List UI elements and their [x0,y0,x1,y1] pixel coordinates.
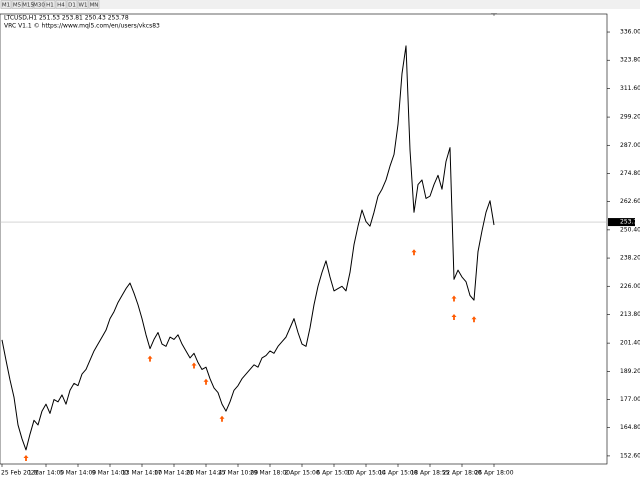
y-tick-label: 274.80 [620,170,640,177]
x-tick-label: 2 Apr 15:00 [284,470,319,477]
timeframe-button[interactable] [88,0,100,9]
toolbar [0,0,640,9]
plot-frame [0,13,608,465]
indicator-label: VRC V1.1 © https://www.mql5.com/en/users… [4,23,160,30]
timeframe-label[interactable]: M5 [13,2,22,8]
y-tick-label: 262.60 [620,198,640,205]
chart-header: LTCUSD,H1 251.53 253.81 250.43 253.78 [4,15,129,22]
signal-arrow [471,316,477,323]
x-tick-label: 6 Apr 15:00 [316,470,351,477]
timeframe-button[interactable] [77,0,89,9]
x-tick-label: 9 Mar 14:00 [92,470,128,477]
y-tick-label: 177.00 [620,396,640,403]
timeframe-label[interactable]: W1 [79,2,88,8]
y-tick-label: 152.60 [620,452,640,459]
x-tick-label: 5 Mar 14:00 [60,470,96,477]
timeframe-button[interactable] [55,0,67,9]
timeframe-button[interactable] [11,0,23,9]
x-tick-label: 13 Mar 14:00 [122,470,162,477]
y-tick-label: 213.80 [620,311,640,318]
x-tick-label: 29 Mar 18:00 [250,470,290,477]
signal-arrow [191,362,197,369]
y-tick-label: 311.60 [620,85,640,92]
x-tick-label: 25 Feb 2021 [1,470,39,477]
x-tick-label: 17 Mar 14:00 [154,470,194,477]
y-tick-label: 250.40 [620,226,640,233]
timeframe-button[interactable] [22,0,34,9]
shift-marker [491,13,497,16]
x-tick-label: 10 Apr 15:00 [346,470,385,477]
x-tick-label: 26 Apr 18:00 [474,470,513,477]
y-tick-label: 299.20 [620,114,640,121]
signal-arrow [203,378,209,385]
signal-arrow [451,314,457,320]
timeframe-button[interactable] [33,0,45,9]
x-tick-label: 18 Apr 18:55 [410,470,449,477]
timeframe-label[interactable]: M1 [2,2,10,8]
signal-arrow [451,295,457,302]
x-tick-label: 1 Mar 14:00 [28,470,64,477]
timeframe-label[interactable]: D1 [68,2,76,8]
signal-arrow [147,355,153,362]
y-tick-label: 189.20 [620,368,640,375]
y-tick-label: 201.40 [620,340,640,347]
timeframe-label[interactable]: H4 [57,2,65,8]
y-tick-label: 226.00 [620,283,640,290]
timeframe-button[interactable] [0,0,12,9]
signal-arrow [411,249,417,256]
x-tick-label: 21 Mar 14:47 [186,470,226,477]
signal-arrow [23,454,29,461]
timeframe-label[interactable]: MN [90,2,99,8]
price-line [1,45,495,451]
x-tick-label: 25 Mar 10:00 [218,470,258,477]
timeframe-label[interactable]: H1 [46,2,54,8]
x-tick-label: 22 Apr 18:00 [442,470,481,477]
y-tick-label: 323.80 [620,57,640,64]
y-tick-label: 336.00 [620,29,640,36]
signal-arrow [219,415,225,422]
timeframe-button[interactable] [66,0,78,9]
current-price-label: 253.78 [620,219,640,226]
y-tick-label: 238.20 [620,255,640,262]
x-tick-label: 14 Apr 15:00 [378,470,417,477]
timeframe-label[interactable]: M30 [33,2,45,8]
timeframe-label[interactable]: M15 [22,2,34,8]
timeframe-button[interactable] [44,0,56,9]
y-tick-label: 164.80 [620,424,640,431]
current-price-box [608,218,635,227]
y-tick-label: 287.00 [620,142,640,149]
